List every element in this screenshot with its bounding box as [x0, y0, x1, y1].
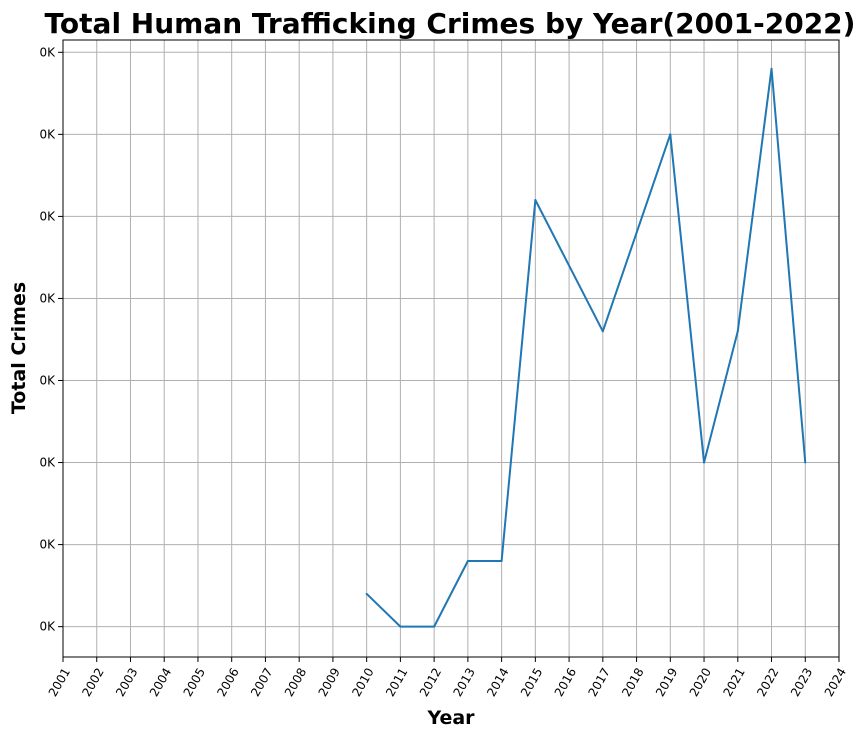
x-tick-label: 2012 [417, 666, 444, 699]
data-point [804, 461, 807, 464]
y-tick-label: 0K [39, 620, 56, 634]
x-tick-label: 2021 [720, 666, 747, 699]
x-tick-label: 2006 [214, 666, 241, 699]
x-tick-label: 2020 [687, 666, 714, 699]
x-tick-label: 2014 [484, 666, 511, 699]
y-tick-label: 0K [39, 456, 56, 470]
x-axis-label: Year [426, 707, 475, 729]
chart-title: Total Human Trafficking Crimes by Year(2… [45, 7, 856, 40]
x-tick-label: 2017 [585, 666, 612, 699]
plot-frame [62, 39, 840, 658]
x-tick-label: 2004 [147, 666, 174, 699]
data-point [399, 625, 402, 628]
x-tick-label: 2023 [788, 666, 815, 699]
data-point [770, 67, 773, 70]
data-point [433, 625, 436, 628]
series-layer [365, 67, 807, 628]
x-tick-label: 2011 [383, 666, 410, 699]
x-tick-label: 2003 [113, 666, 140, 699]
x-tick-label: 2008 [282, 666, 309, 699]
data-point [365, 592, 368, 595]
data-point [736, 330, 739, 333]
x-axis: 2001 2002 2003 2004 2005 2006 2007 2008 2009 2010… [46, 657, 849, 699]
x-tick-label: 2007 [248, 666, 275, 699]
y-tick-label: 0K [39, 538, 56, 552]
y-axis-label: Total Crimes [8, 282, 30, 414]
series-line [365, 67, 807, 628]
data-point [601, 330, 604, 333]
x-tick-label: 2018 [619, 666, 646, 699]
y-axis: 0K 0K 0K 0K 0K 0K 0K 0K [39, 45, 63, 634]
x-tick-label: 2022 [754, 666, 781, 699]
data-point [500, 560, 503, 563]
grid [62, 40, 840, 657]
x-tick-label: 2005 [181, 666, 208, 699]
x-tick-label: 2024 [822, 666, 849, 699]
data-point [466, 560, 469, 563]
y-tick-label: 0K [39, 373, 56, 387]
y-tick-label: 0K [39, 291, 56, 305]
x-tick-label: 2001 [46, 666, 73, 699]
data-point [534, 198, 537, 201]
x-tick-label: 2010 [349, 666, 376, 699]
x-tick-label: 2016 [552, 666, 579, 699]
data-point [669, 133, 672, 136]
data-point [703, 461, 706, 464]
x-tick-label: 2013 [451, 666, 478, 699]
y-tick-label: 0K [39, 127, 56, 141]
x-tick-label: 2015 [518, 666, 545, 699]
x-tick-label: 2019 [653, 666, 680, 699]
x-tick-label: 2009 [316, 666, 343, 699]
x-tick-label: 2002 [79, 666, 106, 699]
y-tick-label: 0K [39, 209, 56, 223]
y-tick-label: 0K [39, 45, 56, 59]
